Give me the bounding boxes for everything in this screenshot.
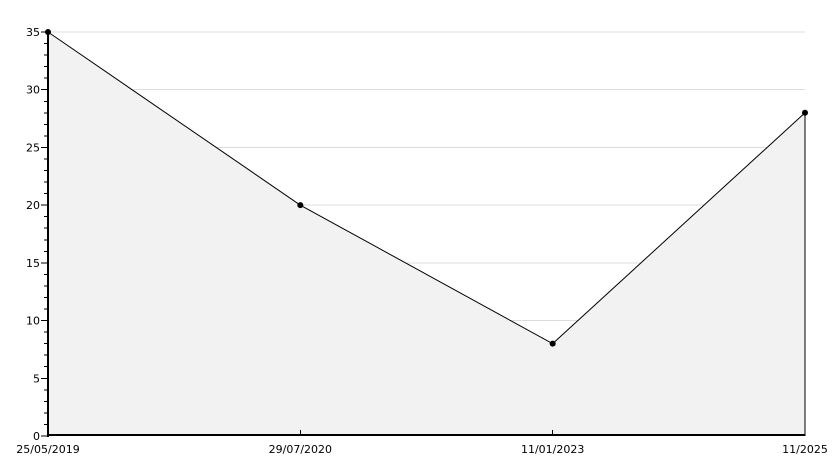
y-axis-label: 25 <box>26 141 40 154</box>
y-axis-label: 20 <box>26 199 40 212</box>
data-point-marker <box>549 340 556 347</box>
data-point-marker <box>45 29 51 35</box>
y-axis-label: 10 <box>26 315 40 328</box>
y-axis-label: 35 <box>26 26 40 39</box>
area-fill <box>48 32 805 435</box>
y-axis-label: 15 <box>26 257 40 270</box>
x-axis-label: 29/07/2020 <box>269 443 332 456</box>
y-axis-label: 5 <box>33 372 40 385</box>
data-point-marker <box>802 109 808 116</box>
y-axis-label: 30 <box>26 84 40 97</box>
data-point-marker <box>297 202 304 209</box>
x-axis-label: 25/05/2019 <box>16 443 79 456</box>
x-axis-label: 11/2025 <box>782 443 828 456</box>
x-axis-label: 11/01/2023 <box>521 443 584 456</box>
y-axis-label: 0 <box>33 430 40 443</box>
